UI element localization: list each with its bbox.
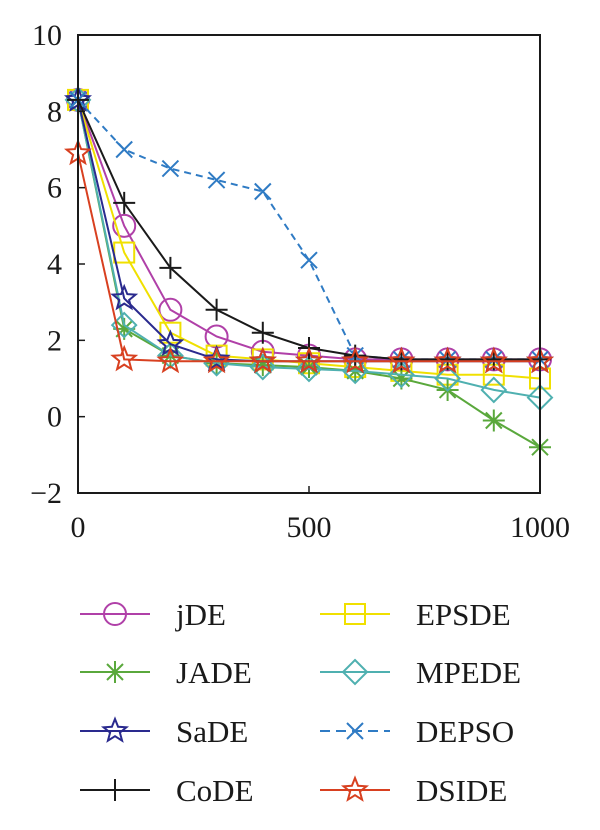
series-jde: [66, 87, 552, 372]
legend-label: DSIDE: [416, 773, 507, 808]
plot-frame: [77, 34, 541, 494]
y-tick-label: 8: [47, 95, 62, 128]
series-code: [67, 88, 551, 371]
data-point-dside: [248, 346, 277, 374]
data-point-jade: [390, 367, 413, 390]
data-point-depso: [207, 171, 226, 189]
data-point-jade: [251, 354, 274, 377]
data-point-sade: [202, 344, 231, 372]
axes: −2 0 2 4 6 8 10 0 500 1000: [30, 19, 570, 544]
data-point-dside: [294, 346, 324, 374]
data-point-dside: [202, 346, 231, 374]
data-point-jade: [482, 409, 505, 432]
legend-marker: [341, 658, 369, 686]
data-point-mpede: [249, 353, 277, 381]
data-point-dside: [433, 346, 462, 374]
legend-marker: [100, 716, 130, 743]
data-point-jade: [113, 317, 136, 340]
y-tick-label: 4: [47, 248, 62, 281]
y-tick-label: 0: [47, 401, 62, 434]
x-tick-label: 500: [287, 511, 332, 544]
legend-item-sade: SaDE: [80, 714, 248, 749]
legend-marker: [346, 722, 364, 740]
legend-marker: [340, 775, 370, 802]
y-tick-label: 6: [47, 172, 62, 205]
y-tick-label: 2: [47, 324, 62, 357]
series-sade: [63, 85, 555, 374]
series-jade: [67, 88, 551, 459]
data-point-depso: [115, 140, 133, 159]
data-point-code: [205, 298, 228, 321]
data-point-code: [159, 256, 182, 279]
data-point-jde: [158, 297, 183, 322]
legend-marker: [103, 602, 127, 626]
legend-marker: [104, 661, 126, 683]
data-point-depso: [161, 159, 180, 178]
series-line-sade: [77, 99, 540, 363]
data-point-mpede: [480, 376, 508, 404]
data-point-dside: [387, 346, 416, 374]
y-tick-label: −2: [30, 477, 62, 510]
series-line-mpede: [77, 99, 541, 399]
legend-label: SaDE: [176, 714, 248, 749]
data-point-dside: [341, 346, 370, 374]
data-point-depso: [300, 251, 318, 269]
data-point-mpede: [341, 357, 369, 385]
legend-item-dside: DSIDE: [320, 773, 507, 808]
data-point-code: [113, 191, 136, 214]
series-line-jade: [77, 99, 541, 449]
legend-label: DEPSO: [416, 714, 514, 749]
legend-item-code: CoDE: [80, 773, 254, 808]
data-point-dside: [156, 346, 185, 374]
legend-item-depso: DEPSO: [320, 714, 514, 749]
legend-item-epsde: EPSDE: [320, 597, 511, 632]
legend-item-mpede: MPEDE: [320, 655, 521, 690]
x-tick-label: 0: [71, 511, 86, 544]
legend-label: jDE: [175, 597, 226, 632]
data-point-dside: [479, 346, 508, 374]
data-point-dside: [110, 344, 139, 372]
x-tick-label: 1000: [510, 511, 570, 544]
legend-label: MPEDE: [416, 655, 521, 690]
legend: jDE EPSDE JADE MPEDE SaDE DEPSO CoDE DSIDE: [80, 597, 521, 808]
legend-marker: [344, 603, 366, 625]
series-dside: [63, 138, 555, 374]
data-point-code: [251, 321, 274, 344]
legend-marker: [104, 779, 126, 801]
data-point-sade: [110, 283, 139, 311]
data-point-depso: [254, 182, 272, 201]
data-point-jde: [112, 213, 137, 238]
plot-area: [63, 85, 555, 459]
data-point-mpede: [295, 355, 323, 383]
series-line-epsde: [77, 99, 541, 380]
legend-label: EPSDE: [416, 597, 511, 632]
legend-item-jde: jDE: [80, 597, 226, 632]
series-depso: [69, 91, 549, 369]
y-tick-label: 10: [32, 19, 62, 52]
data-point-mpede: [434, 365, 462, 392]
legend-label: JADE: [176, 655, 252, 690]
legend-item-jade: JADE: [80, 655, 252, 690]
series-line-dside: [77, 153, 540, 363]
legend-label: CoDE: [176, 773, 254, 808]
